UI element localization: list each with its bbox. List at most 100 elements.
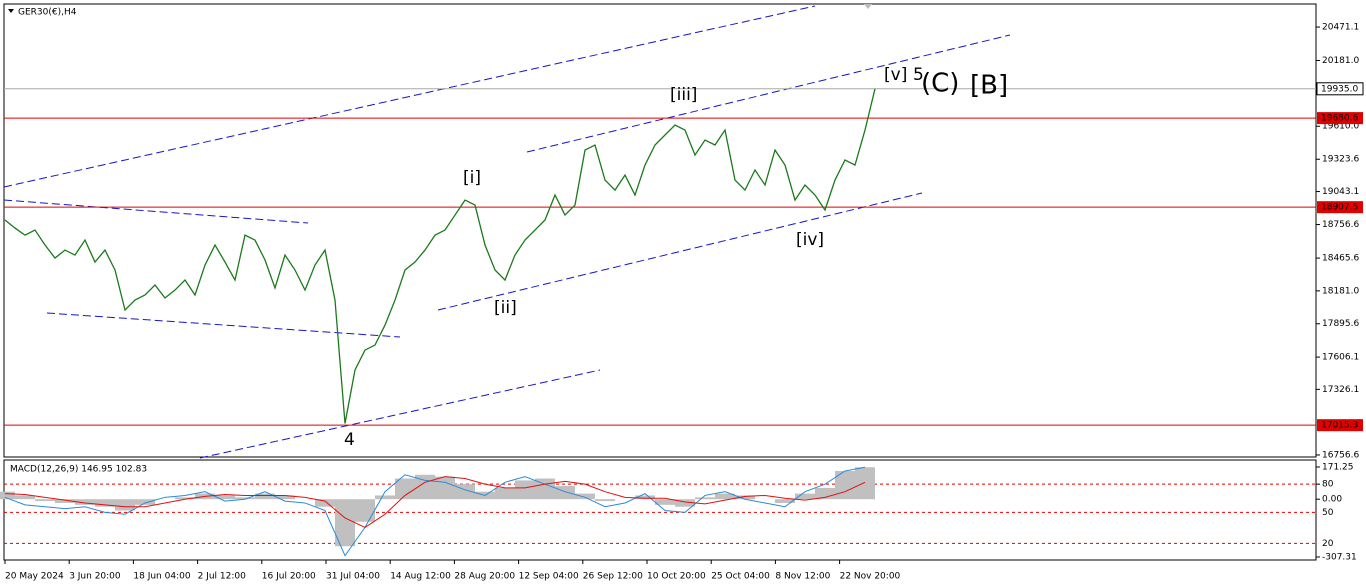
y-tick-label: 17606.1 bbox=[1322, 353, 1359, 363]
wave-label: [B] bbox=[970, 71, 1008, 101]
y-tick-label: 18465.6 bbox=[1322, 254, 1359, 264]
y-tick-label: 18756.6 bbox=[1322, 220, 1359, 230]
level-label: 20 bbox=[1322, 539, 1334, 549]
macd-bar bbox=[235, 497, 255, 500]
x-tick-label: 31 Jul 04:00 bbox=[326, 572, 380, 582]
y-tick-label: 17326.1 bbox=[1322, 385, 1359, 395]
y-tick-label: 20471.1 bbox=[1322, 23, 1359, 33]
macd-bar bbox=[855, 467, 875, 500]
current-price-box bbox=[1316, 82, 1364, 96]
macd-bar bbox=[435, 476, 455, 500]
macd-bar bbox=[495, 487, 515, 500]
macd-bar bbox=[0, 491, 15, 500]
macd-bar bbox=[675, 499, 695, 507]
y-tick-label: 0.00 bbox=[1322, 495, 1342, 505]
level-box bbox=[1317, 201, 1363, 214]
x-tick-label: 25 Oct 04:00 bbox=[711, 572, 770, 582]
macd-bar bbox=[695, 497, 715, 500]
x-tick-label: 8 Nov 12:00 bbox=[775, 572, 830, 582]
y-tick-label: 171.25 bbox=[1322, 463, 1354, 473]
wave-label: [v] bbox=[884, 65, 907, 85]
macd-bar bbox=[715, 493, 735, 500]
x-tick-label: 22 Nov 20:00 bbox=[840, 572, 901, 582]
y-tick-label: 17895.6 bbox=[1322, 319, 1359, 329]
y-tick-label: 19323.6 bbox=[1322, 155, 1359, 165]
wave-label: 4 bbox=[344, 430, 355, 450]
macd-bar bbox=[275, 495, 295, 500]
macd-bar bbox=[815, 487, 835, 500]
macd-bar bbox=[655, 499, 675, 505]
macd-bar bbox=[515, 480, 535, 500]
macd-bar bbox=[335, 499, 355, 547]
x-tick-label: 20 May 2024 bbox=[5, 572, 64, 582]
macd-main-line bbox=[4, 466, 866, 557]
trend-line bbox=[437, 192, 923, 311]
macd-bar bbox=[795, 493, 815, 500]
macd-bar bbox=[95, 499, 115, 507]
trend-line bbox=[3, 199, 309, 224]
trend-line bbox=[46, 312, 401, 338]
x-tick-label: 18 Jun 04:00 bbox=[133, 572, 190, 582]
wave-label: (C) bbox=[921, 69, 959, 99]
macd-frame bbox=[3, 459, 1317, 561]
macd-bar bbox=[555, 486, 575, 500]
marker bbox=[864, 4, 872, 9]
x-tick-label: 16 Jul 20:00 bbox=[262, 572, 316, 582]
macd-bar bbox=[135, 499, 155, 505]
macd-bar bbox=[255, 493, 275, 500]
x-tick-label: 12 Sep 04:00 bbox=[519, 572, 579, 582]
trend-line bbox=[526, 34, 1011, 153]
wave-label: [ii] bbox=[494, 298, 517, 318]
y-tick-label: 18181.0 bbox=[1322, 286, 1359, 296]
level-label: 18907.5 bbox=[1321, 203, 1358, 213]
macd-bar bbox=[775, 499, 795, 503]
macd-bar bbox=[735, 495, 755, 500]
level-label: 17015.3 bbox=[1321, 421, 1358, 431]
macd-bar bbox=[835, 470, 855, 500]
y-tick-label: 16756.6 bbox=[1322, 450, 1359, 460]
trend-line bbox=[3, 5, 816, 188]
macd-bar bbox=[395, 478, 415, 500]
x-tick-label: 2 Jul 12:00 bbox=[198, 572, 247, 582]
macd-bar bbox=[115, 499, 135, 511]
level-label: 50 bbox=[1322, 508, 1334, 518]
y-tick-label: 19043.1 bbox=[1322, 187, 1359, 197]
level-box bbox=[1317, 112, 1363, 125]
price-line bbox=[4, 88, 876, 424]
wave-label: [i] bbox=[463, 168, 481, 188]
macd-bar bbox=[315, 499, 335, 507]
x-tick-label: 14 Aug 12:00 bbox=[390, 572, 451, 582]
macd-title: MACD(12,26,9) 146.95 102.83 bbox=[10, 465, 147, 475]
macd-bar bbox=[75, 499, 95, 505]
y-tick-label: 19610.0 bbox=[1322, 122, 1359, 132]
wave-label: [iv] bbox=[796, 230, 824, 250]
macd-bar bbox=[55, 499, 75, 503]
macd-signal-line bbox=[4, 476, 866, 528]
macd-bar bbox=[175, 497, 195, 500]
level-label: 19680.6 bbox=[1321, 114, 1358, 124]
macd-bar bbox=[595, 499, 615, 502]
macd-bar bbox=[35, 499, 55, 502]
x-tick-label: 3 Jun 20:00 bbox=[69, 572, 121, 582]
macd-bar bbox=[635, 495, 655, 500]
wave-label: [iii] bbox=[670, 85, 697, 105]
macd-bar bbox=[355, 499, 375, 522]
macd-bar bbox=[215, 495, 235, 500]
y-tick-label: -307.31 bbox=[1322, 553, 1357, 563]
x-tick-label: 10 Oct 20:00 bbox=[647, 572, 706, 582]
x-tick-label: 26 Sep 12:00 bbox=[583, 572, 643, 582]
menu-icon bbox=[8, 9, 14, 13]
y-tick-label: 20181.0 bbox=[1322, 56, 1359, 66]
current-price-label: 19935.0 bbox=[1321, 84, 1358, 94]
y-tick-label: 80 bbox=[1322, 480, 1334, 490]
trend-lines bbox=[3, 5, 1011, 459]
trend-line bbox=[199, 369, 601, 459]
price-frame bbox=[3, 3, 1317, 458]
x-tick-label: 28 Aug 20:00 bbox=[454, 572, 515, 582]
macd-bar bbox=[375, 495, 395, 500]
wave-label: 5 bbox=[913, 65, 924, 85]
chart-title: GER30(€),H4 bbox=[18, 8, 77, 18]
level-box bbox=[1317, 419, 1363, 432]
macd-bar bbox=[575, 493, 595, 500]
